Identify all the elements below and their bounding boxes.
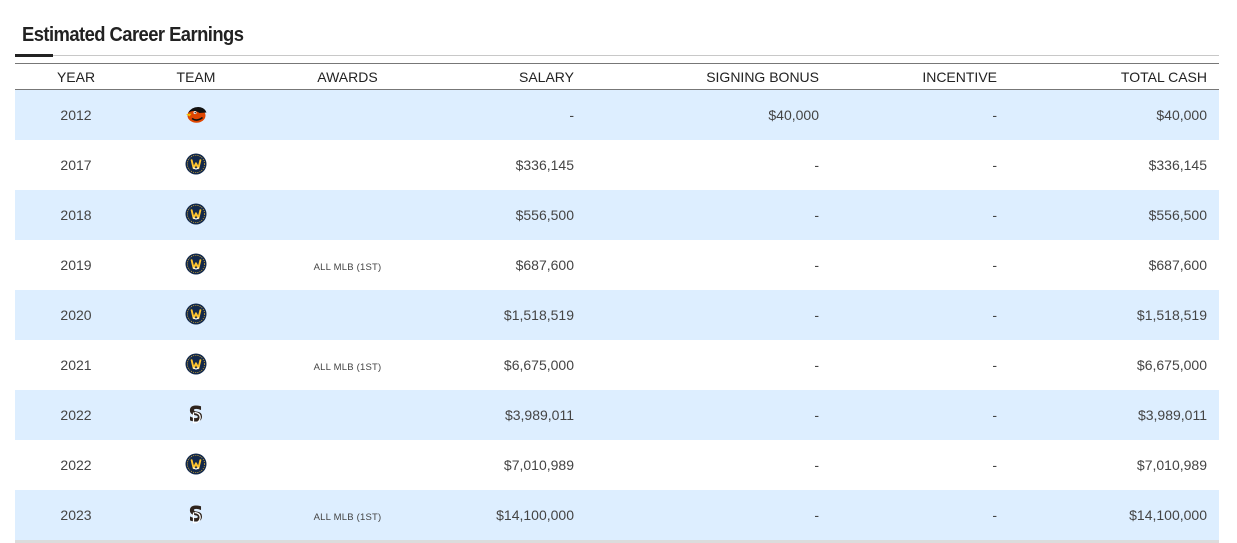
salary-cell: $14,100,000 (440, 490, 586, 543)
awards-cell: ALL MLB (1ST) (255, 340, 440, 390)
table-row: 2012- $40,000- $40,000 (15, 89, 1219, 140)
incentive-cell: - (992, 357, 997, 373)
awards-cell (255, 89, 440, 140)
signing-bonus-cell: - (586, 490, 831, 543)
signing-bonus-cell: - (586, 390, 831, 440)
signing-bonus-cell: $40,000 (586, 89, 831, 140)
awards-cell (255, 290, 440, 340)
year-cell: 2018 (15, 190, 137, 240)
total-cash-cell: $6,675,000 (1136, 357, 1207, 373)
team-cell (137, 89, 255, 140)
incentive-cell: - (992, 257, 997, 273)
brewers-logo-icon[interactable] (185, 453, 207, 478)
brewers-logo-icon[interactable] (185, 353, 207, 378)
award-label: ALL MLB (1ST) (313, 262, 382, 273)
section-title: Estimated Career Earnings (22, 24, 244, 46)
salary-cell: $556,500 (440, 190, 586, 240)
signing-bonus-cell: - (814, 257, 819, 273)
award-label: ALL MLB (1ST) (313, 362, 382, 373)
table-body: 2012- $40,000- $40,000 2017 $336,145- - $336,1… (15, 89, 1219, 543)
column-header-signing-bonus[interactable]: SIGNING BONUS (586, 63, 831, 90)
incentive-cell: - (831, 490, 1009, 543)
year-cell: 2012 (15, 89, 137, 140)
award-label: ALL MLB (1ST) (313, 512, 382, 523)
section-header: Estimated Career Earnings (15, 22, 1219, 57)
brewers-logo-icon[interactable] (185, 153, 207, 178)
brewers-logo-icon[interactable] (185, 203, 207, 228)
team-cell (137, 140, 255, 190)
team-cell (137, 340, 255, 390)
column-header-team[interactable]: TEAM (137, 63, 255, 90)
year-cell: 2022 (15, 390, 137, 440)
total-cash-cell: $14,100,000 (1009, 490, 1219, 543)
salary-cell: - (440, 89, 586, 140)
padres-logo-icon[interactable]: S (186, 501, 206, 529)
table-row: 2023 S ALL MLB (1ST) $14,100,000- - $14,100,0… (15, 490, 1219, 543)
incentive-cell: - (831, 390, 1009, 440)
column-header-awards[interactable]: AWARDS (255, 63, 440, 90)
total-cash-cell: $687,600 (1148, 257, 1207, 273)
year-cell: 2021 (60, 357, 92, 373)
signing-bonus-cell: - (814, 357, 819, 373)
total-cash-cell: $3,989,011 (1009, 390, 1219, 440)
title-underline-accent (15, 54, 53, 57)
incentive-cell: - (831, 190, 1009, 240)
salary-cell: $7,010,989 (503, 457, 574, 473)
awards-cell: ALL MLB (1ST) (255, 490, 440, 543)
incentive-cell: - (831, 89, 1009, 140)
incentive-cell: - (831, 290, 1009, 340)
table-header-row: YEAR TEAM AWARDS SALARY SIGNING BONUS IN… (15, 63, 1219, 90)
salary-cell: $3,989,011 (440, 390, 586, 440)
table-row: 2020 $1,518,519- - $1,518,519 (15, 290, 1219, 340)
year-cell: 2019 (60, 257, 92, 273)
team-cell (137, 440, 255, 490)
signing-bonus-cell: - (814, 457, 819, 473)
year-cell: 2022 (60, 457, 92, 473)
signing-bonus-cell: - (586, 290, 831, 340)
brewers-logo-icon[interactable] (185, 253, 207, 278)
total-cash-cell: $7,010,989 (1136, 457, 1207, 473)
total-cash-cell: $556,500 (1009, 190, 1219, 240)
brewers-logo-icon[interactable] (185, 303, 207, 328)
team-cell: S (137, 390, 255, 440)
column-header-total-cash[interactable]: TOTAL CASH (1009, 63, 1219, 90)
team-cell: S (137, 490, 255, 543)
salary-cell: $1,518,519 (440, 290, 586, 340)
awards-cell: ALL MLB (1ST) (255, 240, 440, 290)
incentive-cell: - (992, 157, 997, 173)
signing-bonus-cell: - (586, 190, 831, 240)
table-row: 2019 ALL MLB (1ST) $687,600 - - $687,600 (15, 240, 1219, 290)
team-cell (137, 190, 255, 240)
career-earnings-table: YEAR TEAM AWARDS SALARY SIGNING BONUS IN… (15, 63, 1219, 543)
awards-cell (255, 140, 440, 190)
total-cash-cell: $1,518,519 (1009, 290, 1219, 340)
table-row: 2018 $556,500- - $556,500 (15, 190, 1219, 240)
column-header-year[interactable]: YEAR (15, 63, 137, 90)
salary-cell: $687,600 (515, 257, 574, 273)
column-header-salary[interactable]: SALARY (440, 63, 586, 90)
incentive-cell: - (992, 457, 997, 473)
salary-cell: $336,145 (515, 157, 574, 173)
team-cell (137, 290, 255, 340)
padres-logo-icon[interactable]: S (186, 401, 206, 429)
team-cell (137, 240, 255, 290)
total-cash-cell: $336,145 (1148, 157, 1207, 173)
table-row: 2022 $7,010,989 - - $7,010,989 (15, 440, 1219, 490)
year-cell: 2023 (15, 490, 137, 543)
signing-bonus-cell: - (814, 157, 819, 173)
awards-cell (255, 190, 440, 240)
table-row: 2021 ALL MLB (1ST) $6,675,000 - - $6,675,000 (15, 340, 1219, 390)
year-cell: 2017 (60, 157, 92, 173)
awards-cell (255, 390, 440, 440)
awards-cell (255, 440, 440, 490)
table-row: 2022 S $3,989,011- - $3,989,011 (15, 390, 1219, 440)
orioles-logo-icon[interactable] (183, 103, 209, 128)
year-cell: 2020 (15, 290, 137, 340)
total-cash-cell: $40,000 (1009, 89, 1219, 140)
table-row: 2017 $336,145 - - $336,145 (15, 140, 1219, 190)
salary-cell: $6,675,000 (503, 357, 574, 373)
column-header-incentive[interactable]: INCENTIVE (831, 63, 1009, 90)
